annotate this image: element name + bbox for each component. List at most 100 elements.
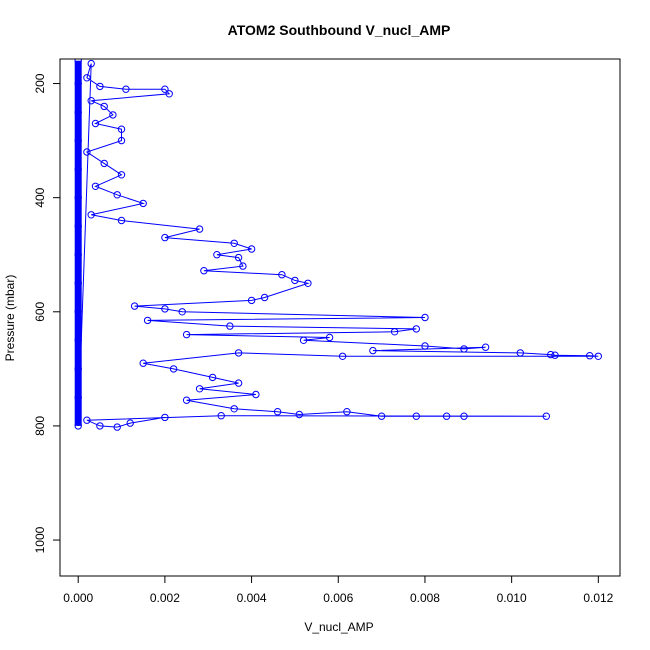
data-point [87,97,95,105]
data-point [74,79,82,88]
data-point [83,416,91,424]
data-point [226,322,234,330]
data-point [343,408,351,416]
data-point [126,419,134,427]
data-point [161,85,169,93]
x-axis: 0.000 0.002 0.004 0.006 0.008 0.010 0.012 [63,575,614,605]
data-point [182,396,191,404]
data-point [117,171,126,179]
data-point [130,302,139,310]
data-point [230,239,238,248]
data-point [551,351,559,359]
data-point [74,59,82,65]
data-point [200,267,208,275]
data-point [295,410,303,419]
data-point [74,279,82,287]
data-point [234,253,243,262]
data-point [117,216,126,225]
y-tick-label: 600 [33,301,47,321]
data-point [195,385,204,393]
data-point [586,352,594,360]
data-point [442,412,451,420]
data-point [113,191,121,199]
y-tick-label: 400 [33,187,47,207]
data-point [161,413,169,422]
data-point [304,279,312,287]
data-point [481,343,490,351]
data-point [122,85,130,93]
data-point [230,405,238,413]
x-tick-label: 0.004 [237,591,267,605]
data-point [234,349,243,357]
y-tick-label: 800 [33,416,47,436]
data-point [74,251,82,259]
x-tick-label: 0.010 [497,591,527,605]
data-point [247,245,256,253]
data-point [139,199,147,208]
data-point [87,211,95,219]
data-point [377,412,386,420]
data-point [460,345,468,353]
y-axis-label: Pressure (mbar) [3,275,17,362]
data-point [83,74,91,82]
data-point [74,222,82,230]
data-point [169,365,178,373]
data-point [91,182,100,191]
data-point [109,111,117,119]
data-point [594,352,602,360]
data-point [87,59,95,68]
data-point [278,271,286,279]
y-axis: 200 400 600 800 1000 [33,73,61,553]
data-point [412,325,420,333]
data-point [239,262,247,270]
data-point [516,349,524,357]
data-point [161,305,169,313]
data-point [74,194,82,202]
data-point [74,393,82,402]
data-point [117,125,126,133]
data-point [143,316,152,325]
data-point [260,293,269,302]
data-point [369,346,377,355]
data-point [325,333,334,342]
data-point [299,336,308,344]
y-tick-label: 200 [33,73,47,93]
data-point [182,330,191,339]
data-point [213,251,221,259]
data-point [100,102,108,111]
data-point [74,422,82,430]
series-line [77,60,599,428]
y-tick-label: 1000 [33,526,47,553]
data-point [412,412,420,420]
data-point [421,313,429,322]
x-tick-label: 0.002 [150,591,180,605]
data-point [208,373,217,382]
data-point [83,148,91,156]
data-point [74,308,82,316]
x-axis-label: V_nucl_AMP [304,620,373,634]
data-point [74,365,82,373]
data-point [421,342,429,350]
data-point [390,328,399,336]
data-point [291,276,299,285]
data-point [195,225,204,233]
data-point [96,82,104,91]
data-point [252,390,260,399]
data-point [74,165,82,173]
data-point [217,412,225,420]
data-point [247,296,256,305]
data-point [234,379,243,387]
data-point [542,412,550,420]
data-point [74,336,82,344]
data-point [273,408,282,416]
data-point [74,136,82,145]
data-point [74,108,82,116]
data-point [139,359,147,367]
data-point [338,352,347,360]
data-point [460,412,468,420]
x-tick-label: 0.006 [323,591,353,605]
plot-area [74,59,602,431]
chart-title: ATOM2 Southbound V_nucl_AMP [228,22,451,38]
data-point [165,90,173,98]
